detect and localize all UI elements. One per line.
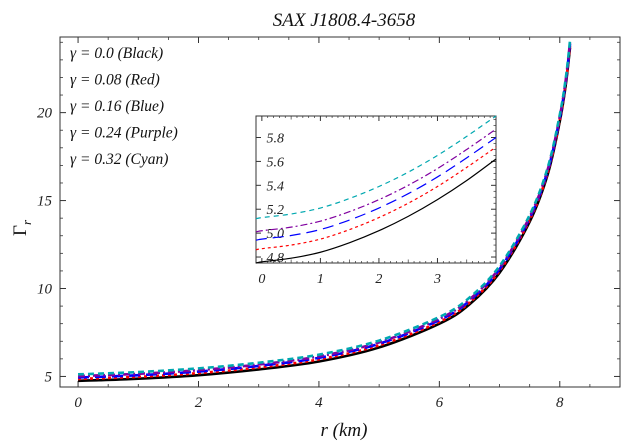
inset-y-tick-label: 5.0 <box>267 227 285 242</box>
main-series-group <box>78 40 572 383</box>
x-axis-label: r (km) <box>321 420 368 441</box>
inset-chart: 0 1 2 3 4.8 5.0 5.2 5.4 5.6 5.8 <box>255 115 497 287</box>
inset-series-line <box>255 128 497 233</box>
x-tick-label: 4 <box>315 395 323 411</box>
chart-title: SAX J1808.4-3658 <box>273 10 416 31</box>
y-axis-label-main: Γ <box>10 225 31 236</box>
inset-series-line <box>255 158 497 264</box>
x-tick-label: 6 <box>436 395 444 411</box>
inset-series-group <box>255 115 497 264</box>
inset-background <box>255 115 497 264</box>
inset-series-line <box>255 137 497 241</box>
series-line-gamma-0.24 <box>78 42 572 378</box>
inset-y-tick-label: 5.6 <box>267 155 285 170</box>
x-tick-label: 8 <box>556 395 564 411</box>
inset-x-tick-label: 2 <box>375 272 382 287</box>
inset-axes-ticks: 0 1 2 3 4.8 5.0 5.2 5.4 5.6 5.8 <box>256 116 496 287</box>
y-axis-label: Γr <box>10 219 34 236</box>
legend-entry: γ = 0.0 (Black) <box>70 45 163 62</box>
y-tick-label: 5 <box>45 369 53 385</box>
y-tick-label: 15 <box>37 194 53 210</box>
inset-x-tick-label: 3 <box>433 272 441 287</box>
y-axis-label-subscript: r <box>19 219 34 225</box>
legend-entry: γ = 0.32 (Cyan) <box>70 151 168 168</box>
inset-y-tick-label: 4.8 <box>267 251 285 266</box>
y-tick-label: 10 <box>37 282 53 298</box>
inset-series-line <box>255 115 497 220</box>
y-tick-label: 20 <box>37 106 53 122</box>
legend-entry: γ = 0.16 (Blue) <box>70 98 164 115</box>
inset-y-tick-label: 5.2 <box>267 203 285 218</box>
inset-x-tick-label: 0 <box>258 272 265 287</box>
legend: γ = 0.0 (Black) γ = 0.08 (Red) γ = 0.16 (B… <box>70 45 178 168</box>
series-line-gamma-0.16 <box>78 43 572 379</box>
inset-x-tick-label: 1 <box>317 272 324 287</box>
legend-entry: γ = 0.24 (Purple) <box>70 125 178 142</box>
plot-frame <box>59 36 621 388</box>
inset-series-line <box>255 146 497 251</box>
legend-entry: γ = 0.08 (Red) <box>70 72 160 89</box>
inset-y-tick-label: 5.4 <box>267 179 285 194</box>
series-line-gamma-0.32 <box>78 40 572 376</box>
inset-y-tick-label: 5.8 <box>267 132 285 147</box>
x-tick-label: 0 <box>74 395 82 411</box>
x-tick-label: 2 <box>195 395 203 411</box>
